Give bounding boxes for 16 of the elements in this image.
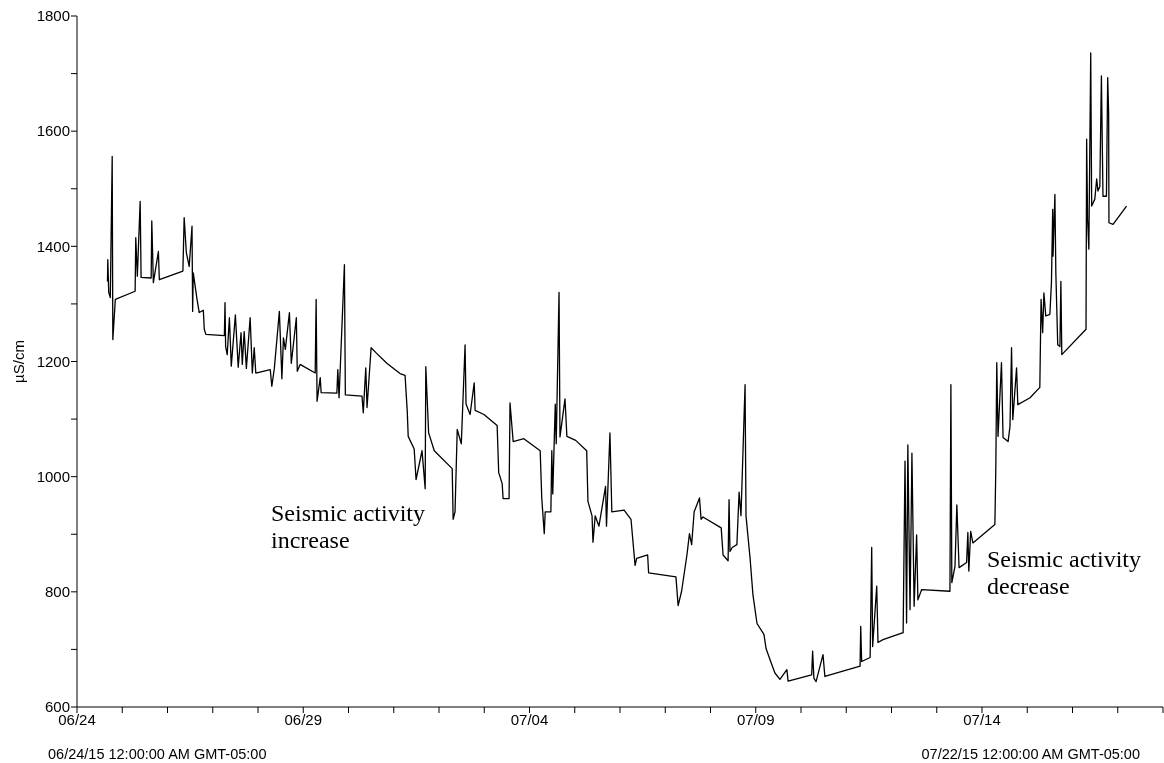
y-tick-label: 600: [44, 698, 70, 716]
y-tick-label: 1400: [36, 237, 70, 255]
x-tick-label: 06/29: [284, 710, 323, 728]
y-tick-label: 1600: [36, 122, 70, 140]
annotation: Seismic activity increase: [271, 500, 426, 554]
x-tick-label: 07/14: [963, 710, 1001, 728]
annotation: Seismic activity decrease: [987, 546, 1142, 600]
y-tick-label: 800: [44, 583, 70, 601]
y-axis-title: µS/cm: [10, 340, 28, 383]
text: 06/24/15 12:00:00 AM GMT-05:00: [48, 745, 267, 763]
x-tick-label: 07/09: [736, 710, 775, 728]
y-tick-label: 1800: [36, 7, 70, 25]
y-tick-label: 1000: [36, 467, 70, 485]
text: 07/22/15 12:00:00 AM GMT-05:00: [921, 745, 1140, 763]
x-tick-label: 07/04: [510, 710, 549, 728]
y-tick-label: 1200: [36, 352, 70, 370]
